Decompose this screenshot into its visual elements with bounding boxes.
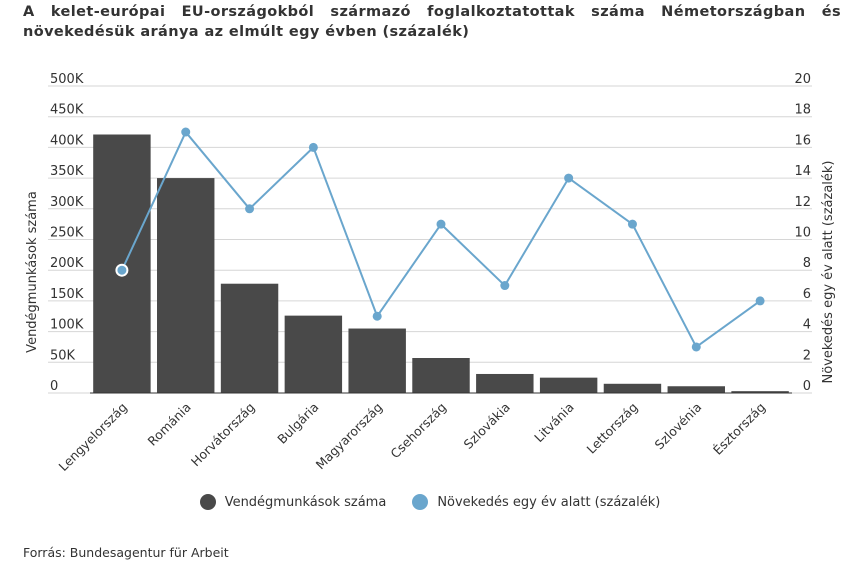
x-tick-label: Románia xyxy=(145,400,194,449)
y-tick-label: 50K xyxy=(50,348,76,363)
combo-chart: 0 50K 100K 150K 200K 250K 300K 350K 400K 450K 500K… xyxy=(25,72,836,474)
x-tick-label: Lengyelország xyxy=(56,400,130,474)
bar-9[interactable] xyxy=(667,386,725,393)
y2-tick-label: 14 xyxy=(794,164,811,179)
y2-tick-label: 12 xyxy=(794,195,811,210)
bar-5[interactable] xyxy=(412,358,470,393)
bar-2[interactable] xyxy=(220,283,279,393)
bar-10[interactable] xyxy=(731,391,789,393)
growth-line xyxy=(115,127,765,352)
y2-tick-label: 6 xyxy=(803,287,811,302)
y-tick-label: 500K xyxy=(50,72,84,87)
growth-point-0[interactable] xyxy=(115,263,129,277)
y-tick-label: 400K xyxy=(50,133,84,148)
x-tick-label: Magyarország xyxy=(313,400,386,473)
growth-point-9[interactable] xyxy=(691,342,701,352)
y2-tick-label: 20 xyxy=(794,72,811,87)
x-tick-label: Bulgária xyxy=(274,400,321,447)
y-tick-label: 150K xyxy=(50,287,84,302)
y2-tick-label: 16 xyxy=(794,133,811,148)
growth-point-6[interactable] xyxy=(500,281,510,291)
y-tick-label: 300K xyxy=(50,195,84,210)
y2-tick-label: 4 xyxy=(803,318,811,333)
legend-item-bars[interactable]: Vendégmunkások száma xyxy=(199,494,387,510)
x-tick-label: Csehország xyxy=(387,400,449,462)
growth-point-1[interactable] xyxy=(181,127,191,137)
x-tick-label: Litvánia xyxy=(531,400,577,446)
growth-point-2[interactable] xyxy=(245,204,255,214)
y-tick-label: 450K xyxy=(50,103,84,118)
bar-7[interactable] xyxy=(539,377,598,393)
bar-8[interactable] xyxy=(603,383,662,393)
y2-tick-label: 0 xyxy=(803,379,811,394)
legend-label-bars: Vendégmunkások száma xyxy=(224,494,387,510)
growth-point-5[interactable] xyxy=(436,219,446,229)
legend-swatch-line xyxy=(412,494,429,510)
y2-axis-label: Növekedés egy év alatt (százalék) xyxy=(821,161,836,384)
y-tick-label: 250K xyxy=(50,226,84,241)
bar-6[interactable] xyxy=(476,373,534,393)
x-tick-label: Lettország xyxy=(584,400,641,457)
bar-1[interactable] xyxy=(157,178,215,393)
y-tick-label: 100K xyxy=(50,318,84,333)
legend-item-line[interactable]: Növekedés egy év alatt (százalék) xyxy=(412,494,660,510)
y2-tick-label: 2 xyxy=(803,348,811,363)
legend: Vendégmunkások száma Növekedés egy év al… xyxy=(0,494,860,510)
y2-axis-ticks: 0 2 4 6 8 10 12 14 16 18 20 xyxy=(794,72,811,394)
x-tick-label: Szlovénia xyxy=(652,400,705,453)
growth-point-4[interactable] xyxy=(372,311,382,321)
growth-point-10[interactable] xyxy=(755,296,765,306)
chart-title: A kelet-európai EU-országokból származó … xyxy=(23,4,841,40)
y-tick-label: 200K xyxy=(50,256,84,271)
x-tick-label: Horvátország xyxy=(188,400,258,470)
legend-swatch-bars xyxy=(199,494,216,510)
bar-4[interactable] xyxy=(348,328,406,393)
y-tick-label: 0 xyxy=(50,379,58,394)
bar-3[interactable] xyxy=(284,315,343,393)
growth-point-7[interactable] xyxy=(564,173,574,183)
y-tick-label: 350K xyxy=(50,164,84,179)
x-tick-label: Szlovákia xyxy=(461,400,513,452)
y2-tick-label: 10 xyxy=(794,226,811,241)
growth-point-8[interactable] xyxy=(627,219,637,229)
x-tick-label: Észtország xyxy=(710,400,768,458)
legend-label-line: Növekedés egy év alatt (százalék) xyxy=(437,494,661,510)
growth-point-3[interactable] xyxy=(308,142,318,152)
bars xyxy=(90,134,792,394)
y-axis-ticks: 0 50K 100K 150K 200K 250K 300K 350K 400K 450K 500K xyxy=(50,72,84,394)
y2-tick-label: 18 xyxy=(794,103,811,118)
y2-tick-label: 8 xyxy=(803,256,811,271)
y-axis-label: Vendégmunkások száma xyxy=(25,191,40,353)
source-note: Forrás: Bundesagentur für Arbeit xyxy=(23,545,229,560)
